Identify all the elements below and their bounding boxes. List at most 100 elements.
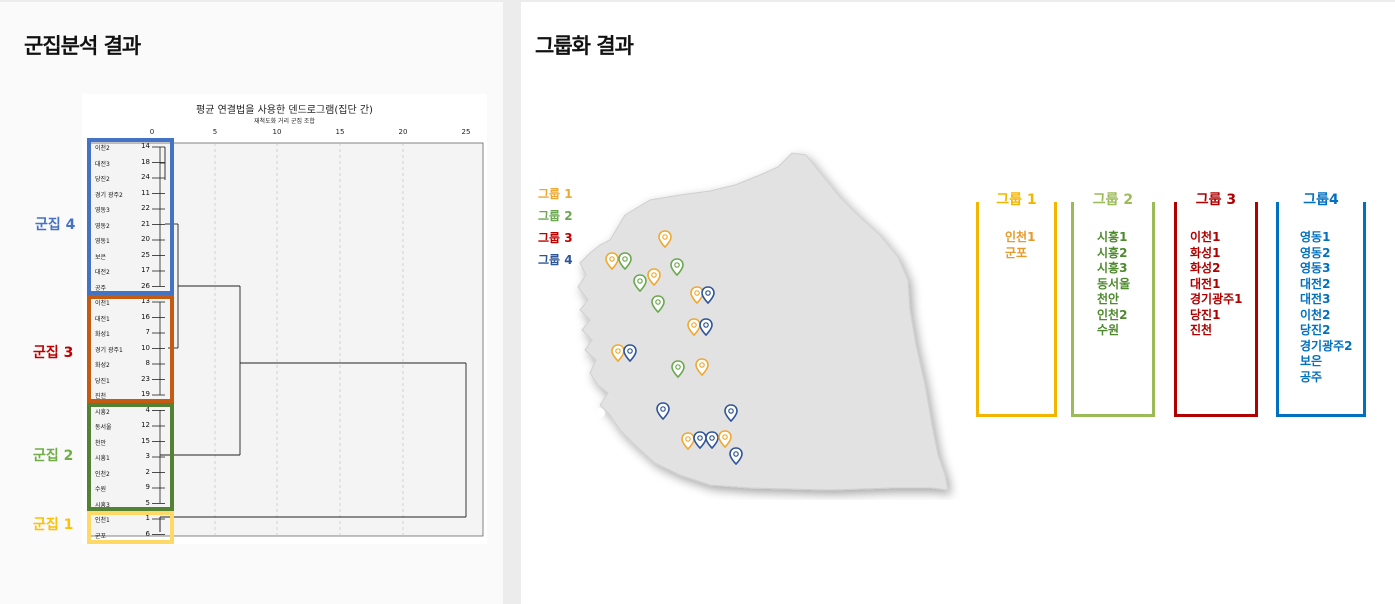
dendrogram-leaf-label: 수원	[95, 486, 107, 493]
group-4-title: 그룹4	[1279, 189, 1363, 209]
dendrogram-leaf-label: 대전2	[95, 269, 110, 276]
dendrogram-leaf-label: 동서울	[95, 424, 112, 431]
group-1-box: 그룹 1 인천1 군포	[976, 192, 1057, 417]
group-2-items: 시흥1 시흥2 시흥3 동서울 천안 인천2 수원	[1097, 230, 1130, 339]
map-legend-group-2: 그룹 2	[538, 209, 573, 223]
dendrogram-leaf-index: 14	[141, 142, 150, 150]
dendrogram-leaf-label: 보은	[95, 253, 107, 261]
group-item: 화성1	[1190, 245, 1221, 260]
group-item: 영동2	[1300, 245, 1331, 260]
group-item: 보은	[1300, 354, 1323, 368]
dendrogram-leaf-index: 11	[141, 188, 150, 197]
dendrogram-leaf-index: 13	[141, 297, 150, 305]
dendrogram-leaf-label: 영동2	[95, 222, 110, 230]
region-map	[569, 152, 949, 491]
dendrogram-leaf-label: 대전3	[95, 160, 110, 168]
group-item: 당진2	[1300, 323, 1331, 337]
cluster-analysis-title: 군집분석 결과	[24, 34, 141, 58]
dendrogram-leaf-label: 시흥1	[95, 455, 110, 462]
group-item: 수원	[1097, 323, 1120, 337]
dendrogram-leaf-label: 공주	[95, 284, 107, 292]
group-item: 이천1	[1190, 230, 1221, 244]
dendrogram-leaf-label: 대전1	[95, 315, 110, 323]
axis-tick: 10	[272, 128, 282, 136]
dendrogram-leaf-label: 시흥3	[95, 501, 110, 509]
group-1-title: 그룹 1	[979, 189, 1054, 209]
dendrogram-leaf-label: 이천2	[95, 145, 110, 152]
cluster-4-box	[87, 138, 174, 295]
dendrogram-leaf-label: 화성1	[95, 331, 110, 338]
map-legend-group-3: 그룹 3	[538, 231, 573, 245]
dendrogram-leaf-index: 22	[141, 204, 150, 212]
axis-tick: 0	[149, 128, 155, 136]
group-item: 인천2	[1097, 307, 1128, 322]
dendrogram-leaf-index: 26	[141, 281, 150, 290]
group-4-box: 그룹4 영동1 영동2 영동3 대전2 대전3 이천2 당진2 경기광주2 보은 공주	[1276, 192, 1366, 417]
dendrogram-title: 평균 연결법을 사용한 덴드로그램(집단 간)	[196, 105, 373, 116]
dendrogram-leaf-index: 17	[141, 266, 150, 274]
grouping-result-title: 그룹화 결과	[535, 34, 634, 58]
dendrogram-leaf-label: 인천2	[95, 470, 110, 478]
group-item: 군포	[1005, 245, 1028, 260]
group-item: 시흥1	[1097, 230, 1128, 244]
dendrogram-leaf-label: 군포	[95, 532, 107, 540]
cluster-1-box	[87, 511, 174, 544]
axis-tick: 25	[461, 128, 471, 136]
group-item: 당진1	[1190, 307, 1221, 322]
group-item: 대전2	[1300, 276, 1331, 291]
dendrogram-leaf-label: 영동3	[95, 207, 110, 214]
axis-tick: 15	[335, 128, 345, 136]
cluster-3-label: 군집 3	[33, 345, 74, 361]
group-3-title: 그룹 3	[1177, 189, 1255, 209]
dendrogram-leaf-index: 21	[141, 219, 150, 228]
group-item: 영동1	[1300, 230, 1331, 244]
dendrogram-leaf-index: 18	[141, 157, 150, 166]
dendrogram-leaf-index: 9	[145, 483, 150, 491]
group-3-box: 그룹 3 이천1 화성1 화성2 대전1 경기광주1 당진1 진천	[1174, 192, 1258, 417]
group-4-items: 영동1 영동2 영동3 대전2 대전3 이천2 당진2 경기광주2 보은 공주	[1300, 230, 1353, 385]
map-legend-group-1: 그룹 1	[538, 187, 573, 201]
dendrogram-leaf-label: 경기 광주1	[95, 346, 123, 354]
cluster-4-label: 군집 4	[35, 217, 76, 233]
dendrogram-leaf-index: 1	[145, 514, 150, 522]
dendrogram-leaf-label: 경기 광주2	[95, 191, 123, 199]
axis-tick: 5	[212, 128, 218, 136]
group-1-items: 인천1 군포	[1005, 230, 1035, 261]
map-legend-group-4: 그룹 4	[538, 253, 573, 267]
group-item: 경기광주2	[1300, 338, 1353, 353]
cluster-2-box	[87, 403, 174, 511]
group-item: 동서울	[1097, 276, 1131, 291]
group-2-title: 그룹 2	[1074, 189, 1152, 209]
axis-tick: 20	[398, 128, 408, 136]
dendrogram-leaf-label: 이천1	[95, 300, 110, 307]
dendrogram-leaf-index: 6	[145, 529, 150, 538]
dendrogram-leaf-label: 당진2	[95, 176, 110, 183]
group-item: 대전1	[1190, 276, 1221, 291]
dendrogram-leaf-label: 인천1	[95, 517, 110, 524]
dendrogram-leaf-index: 20	[141, 235, 150, 243]
dendrogram-leaf-label: 화성2	[95, 362, 110, 369]
group-item: 시흥3	[1097, 261, 1128, 275]
dendrogram-leaf-label: 진천	[95, 393, 107, 400]
dendrogram-leaf-label: 당진1	[95, 377, 110, 385]
group-item: 진천	[1190, 323, 1213, 337]
group-item: 이천2	[1300, 307, 1331, 322]
dendrogram-leaf-index: 15	[141, 436, 150, 445]
dendrogram-subtitle: 재척도화 거리 군집 조합	[254, 118, 315, 125]
dendrogram-leaf-index: 3	[145, 452, 150, 460]
group-2-box: 그룹 2 시흥1 시흥2 시흥3 동서울 천안 인천2 수원	[1071, 192, 1155, 417]
dendrogram-leaf-label: 시흥2	[95, 408, 110, 416]
dendrogram-leaf-label: 천안	[95, 439, 107, 447]
dendrogram-leaf-index: 12	[141, 421, 150, 429]
group-item: 대전3	[1300, 292, 1331, 306]
group-item: 인천1	[1005, 230, 1036, 244]
dendrogram-leaf-index: 19	[141, 390, 150, 398]
group-item: 천안	[1097, 292, 1120, 306]
dendrogram-leaf-index: 23	[141, 374, 150, 383]
dendrogram-leaf-index: 10	[141, 343, 150, 352]
dendrogram-leaf-index: 4	[145, 405, 150, 414]
cluster-2-label: 군집 2	[33, 448, 74, 464]
dendrogram-leaf-label: 영동1	[95, 238, 110, 245]
cluster-1-label: 군집 1	[33, 517, 74, 533]
